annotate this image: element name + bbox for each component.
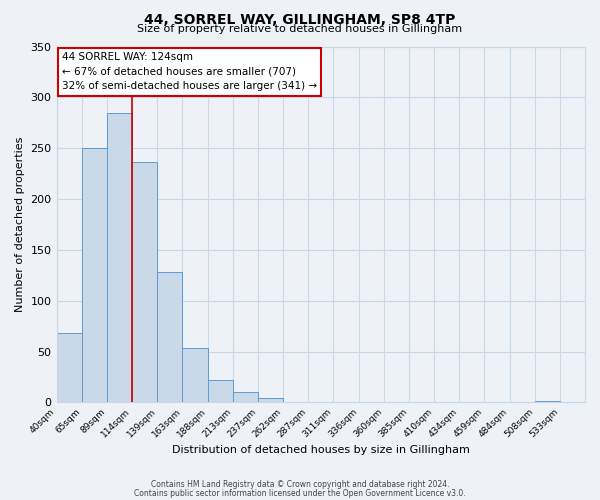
Text: 44, SORREL WAY, GILLINGHAM, SP8 4TP: 44, SORREL WAY, GILLINGHAM, SP8 4TP xyxy=(145,12,455,26)
Bar xyxy=(132,162,157,402)
Bar xyxy=(82,148,107,403)
Y-axis label: Number of detached properties: Number of detached properties xyxy=(15,137,25,312)
Bar xyxy=(258,398,283,402)
Bar xyxy=(107,112,132,403)
Bar xyxy=(182,348,208,403)
Text: Contains HM Land Registry data © Crown copyright and database right 2024.: Contains HM Land Registry data © Crown c… xyxy=(151,480,449,489)
Text: Contains public sector information licensed under the Open Government Licence v3: Contains public sector information licen… xyxy=(134,488,466,498)
X-axis label: Distribution of detached houses by size in Gillingham: Distribution of detached houses by size … xyxy=(172,445,470,455)
Bar xyxy=(208,380,233,402)
Bar xyxy=(233,392,258,402)
Text: Size of property relative to detached houses in Gillingham: Size of property relative to detached ho… xyxy=(137,24,463,34)
Bar xyxy=(157,272,182,402)
Text: 44 SORREL WAY: 124sqm
← 67% of detached houses are smaller (707)
32% of semi-det: 44 SORREL WAY: 124sqm ← 67% of detached … xyxy=(62,52,317,92)
Bar xyxy=(56,334,82,402)
